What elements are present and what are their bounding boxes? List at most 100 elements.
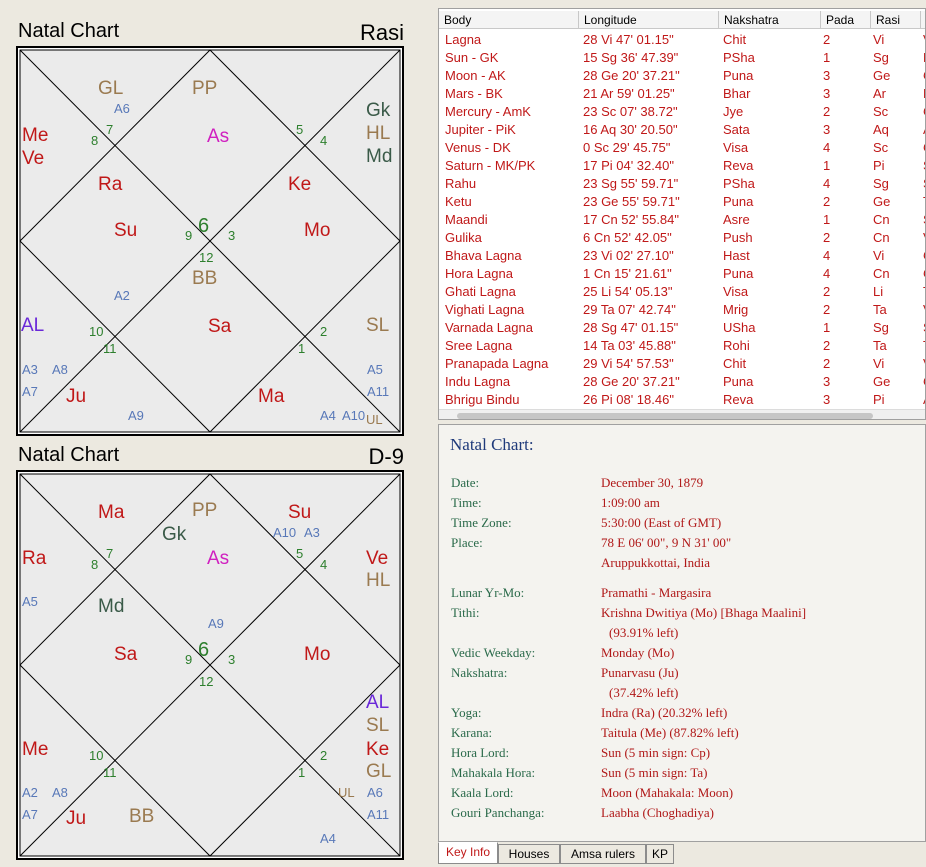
cell-rasi: Li xyxy=(873,284,884,299)
rasi-planet-ra: Ra xyxy=(98,174,123,195)
column-header-extra[interactable] xyxy=(921,11,925,29)
tab-kp[interactable]: KP xyxy=(646,844,674,864)
navamsa-chart-header: Natal Chart D-9 xyxy=(18,444,406,470)
table-row[interactable]: Hora Lagna 1 Cn 15' 21.61" Puna 4 Cn C xyxy=(439,265,925,283)
rasi-label-a4: A4 xyxy=(320,408,336,423)
table-horizontal-scrollbar[interactable] xyxy=(439,409,925,419)
cell-longitude: 21 Ar 59' 01.25" xyxy=(583,86,675,101)
navamsa-house-5-number: 2 xyxy=(320,748,327,763)
table-row[interactable]: Varnada Lagna 28 Sg 47' 01.15" USha 1 Sg… xyxy=(439,319,925,337)
table-row[interactable]: Jupiter - PiK 16 Aq 30' 20.50" Sata 3 Aq… xyxy=(439,121,925,139)
cell-rasi: Ge xyxy=(873,194,891,209)
navamsa-label-a10: A10 xyxy=(273,525,296,540)
navamsa-label-a2: A2 xyxy=(22,785,38,800)
table-row[interactable]: Bhrigu Bindu 26 Pi 08' 18.46" Reva 3 Pi … xyxy=(439,391,925,409)
column-header-body[interactable]: Body xyxy=(439,11,579,29)
cell-rasi: Cn xyxy=(873,212,890,227)
rasi-label-a5: A5 xyxy=(367,362,383,377)
cell-nakshatra: PSha xyxy=(723,50,755,65)
time-value: 1:09:00 am xyxy=(601,495,660,510)
table-row[interactable]: Maandi 17 Cn 52' 55.84" Asre 1 Cn S xyxy=(439,211,925,229)
column-header-rasi[interactable]: Rasi xyxy=(871,11,921,29)
navamsa-house-7-number: 12 xyxy=(199,674,213,689)
navamsa-planet-hl: HL xyxy=(366,570,390,591)
table-row[interactable]: Mars - BK 21 Ar 59' 01.25" Bhar 3 Ar L xyxy=(439,85,925,103)
rasi-house-7-number: 12 xyxy=(199,250,213,265)
navamsa-planet-mo: Mo xyxy=(304,644,330,665)
table-row[interactable]: Ghati Lagna 25 Li 54' 05.13" Visa 2 Li T xyxy=(439,283,925,301)
kaala-lord-value: Moon (Mahakala: Moon) xyxy=(601,785,734,800)
cell-pada: 1 xyxy=(823,212,831,227)
table-row[interactable]: Venus - DK 0 Sc 29' 45.75" Visa 4 Sc C xyxy=(439,139,925,157)
cell-rasi: Vi xyxy=(873,32,885,47)
rasi-house-8-number: 11 xyxy=(103,341,117,356)
cell-rasi: Ar xyxy=(873,86,886,101)
navamsa-label-a5: A5 xyxy=(22,594,38,609)
table-row[interactable]: Bhava Lagna 23 Vi 02' 27.10" Hast 4 Vi C xyxy=(439,247,925,265)
scrollbar-thumb[interactable] xyxy=(457,413,873,419)
yoga-label: Yoga: xyxy=(451,705,482,720)
charts-pane: Natal Chart Rasi GL A6 PP Gk HL Md Me Ve… xyxy=(0,0,432,867)
navamsa-label-a6: A6 xyxy=(367,785,383,800)
table-row[interactable]: Moon - AK 28 Ge 20' 37.21" Puna 3 Ge C xyxy=(439,67,925,85)
cell-nakshatra: Puna xyxy=(723,194,754,209)
place-label: Place: xyxy=(451,535,483,550)
cell-body: Ketu xyxy=(445,194,472,209)
cell-longitude: 28 Vi 47' 01.15" xyxy=(583,32,674,47)
navamsa-house-3-number: 4 xyxy=(320,557,327,572)
tab-houses[interactable]: Houses xyxy=(498,844,560,864)
navamsa-planet-ra: Ra xyxy=(22,548,47,569)
gouri-panchanga-label: Gouri Panchanga: xyxy=(451,805,545,820)
navamsa-label-sl: SL xyxy=(366,715,389,736)
rasi-label-a7: A7 xyxy=(22,384,38,399)
table-row[interactable]: Mercury - AmK 23 Sc 07' 38.72" Jye 2 Sc … xyxy=(439,103,925,121)
table-row[interactable]: Rahu 23 Sg 55' 59.71" PSha 4 Sg S xyxy=(439,175,925,193)
planet-positions-table[interactable]: Body Longitude Nakshatra Pada Rasi Lagna… xyxy=(438,8,926,420)
cell-extra: C xyxy=(923,103,925,121)
cell-pada: 4 xyxy=(823,266,831,281)
cell-longitude: 28 Sg 47' 01.15" xyxy=(583,320,679,335)
table-row[interactable]: Saturn - MK/PK 17 Pi 04' 32.40" Reva 1 P… xyxy=(439,157,925,175)
column-header-longitude[interactable]: Longitude xyxy=(579,11,719,29)
table-row[interactable]: Sree Lagna 14 Ta 03' 45.88" Rohi 2 Ta T xyxy=(439,337,925,355)
cell-rasi: Cn xyxy=(873,230,890,245)
rasi-house-2-number: 5 xyxy=(296,122,303,137)
table-row[interactable]: Lagna 28 Vi 47' 01.15" Chit 2 Vi V xyxy=(439,31,925,49)
table-row[interactable]: Indu Lagna 28 Ge 20' 37.21" Puna 3 Ge C xyxy=(439,373,925,391)
rasi-label-a9: A9 xyxy=(128,408,144,423)
rasi-chart[interactable]: GL A6 PP Gk HL Md Me Ve As Ra Ke Su Mo B… xyxy=(16,46,404,436)
tab-amsa-rulers[interactable]: Amsa rulers xyxy=(560,844,646,864)
cell-nakshatra: Reva xyxy=(723,392,754,407)
cell-nakshatra: Bhar xyxy=(723,86,751,101)
rasi-label-sl: SL xyxy=(366,315,389,336)
cell-extra: L xyxy=(923,85,925,103)
table-row[interactable]: Vighati Lagna 29 Ta 07' 42.74" Mrig 2 Ta… xyxy=(439,301,925,319)
rasi-planet-su: Su xyxy=(114,220,137,241)
navamsa-label-a8: A8 xyxy=(52,785,68,800)
column-header-nakshatra[interactable]: Nakshatra xyxy=(719,11,821,29)
cell-body: Sun - GK xyxy=(445,50,499,65)
tab-key-info[interactable]: Key Info xyxy=(438,842,498,864)
cell-nakshatra: Asre xyxy=(723,212,750,227)
table-row[interactable]: Gulika 6 Cn 52' 42.05" Push 2 Cn V xyxy=(439,229,925,247)
navamsa-chart[interactable]: Ma PP Gk Su A10 A3 Ra As Ve HL A5 Md A9 … xyxy=(16,470,404,860)
table-row[interactable]: Sun - GK 15 Sg 36' 47.39" PSha 1 Sg L xyxy=(439,49,925,67)
table-row[interactable]: Pranapada Lagna 29 Vi 54' 57.53" Chit 2 … xyxy=(439,355,925,373)
cell-extra: C xyxy=(923,373,925,391)
cell-nakshatra: Rohi xyxy=(723,338,750,353)
cell-extra: A xyxy=(923,391,925,409)
navamsa-planet-ke: Ke xyxy=(366,739,389,760)
cell-longitude: 17 Pi 04' 32.40" xyxy=(583,158,674,173)
cell-pada: 2 xyxy=(823,104,831,119)
table-header: Body Longitude Nakshatra Pada Rasi xyxy=(439,11,925,29)
rasi-label-a11: A11 xyxy=(367,384,389,399)
cell-longitude: 23 Sg 55' 59.71" xyxy=(583,176,679,191)
navamsa-label-a9: A9 xyxy=(208,616,224,631)
column-header-pada[interactable]: Pada xyxy=(821,11,871,29)
cell-nakshatra: Reva xyxy=(723,158,754,173)
cell-extra: V xyxy=(923,301,925,319)
table-row[interactable]: Ketu 23 Ge 55' 59.71" Puna 2 Ge T xyxy=(439,193,925,211)
rasi-house-6-number: 1 xyxy=(298,341,305,356)
cell-body: Ghati Lagna xyxy=(445,284,516,299)
rasi-planet-mo: Mo xyxy=(304,220,330,241)
